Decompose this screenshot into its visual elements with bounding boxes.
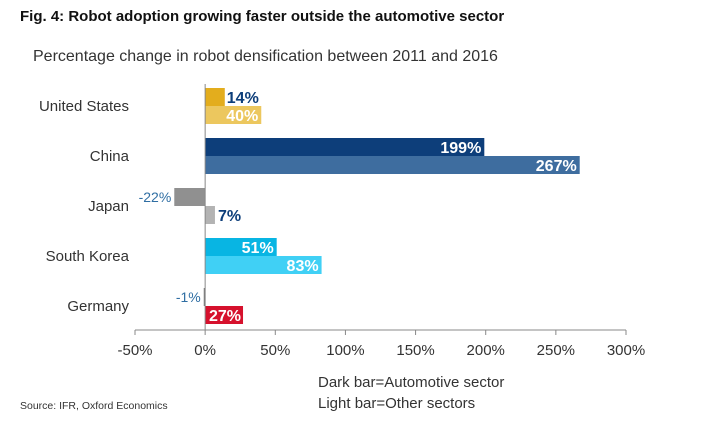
- x-tick-label: 50%: [260, 342, 290, 359]
- value-label: 7%: [218, 208, 241, 225]
- x-tick-label: 300%: [607, 342, 645, 359]
- value-label: 27%: [209, 308, 241, 325]
- legend: Dark bar=Automotive sector Light bar=Oth…: [318, 372, 504, 414]
- value-label: 14%: [227, 90, 259, 107]
- legend-light: Light bar=Other sectors: [318, 395, 476, 412]
- value-label: 267%: [536, 158, 577, 175]
- bar: [205, 306, 244, 324]
- value-label: 83%: [287, 258, 319, 275]
- value-label: -22%: [139, 189, 172, 205]
- bar: [205, 156, 580, 174]
- bar: [205, 138, 485, 156]
- x-tick-label: 250%: [537, 342, 575, 359]
- x-tick-label: 200%: [467, 342, 505, 359]
- value-label: 40%: [226, 108, 258, 125]
- bar: [205, 206, 215, 224]
- category-label: China: [90, 148, 130, 165]
- bar: [203, 288, 206, 306]
- bar: [205, 106, 262, 124]
- x-axis: -50% 0% 50% 100% 150% 200% 250% 300%: [117, 84, 645, 359]
- bars-group: [174, 88, 580, 324]
- bar: [205, 256, 322, 274]
- x-tick-label: 0%: [194, 342, 216, 359]
- bar: [174, 188, 206, 206]
- value-label: 51%: [242, 240, 274, 257]
- chart-subtitle: Percentage change in robot densification…: [33, 48, 498, 65]
- category-labels: United States China Japan South Korea German…: [39, 98, 130, 315]
- value-label: 199%: [440, 140, 481, 157]
- x-tick-label: 150%: [396, 342, 434, 359]
- category-label: United States: [39, 98, 129, 115]
- chart-title: Fig. 4: Robot adoption growing faster ou…: [20, 8, 505, 25]
- legend-dark: Dark bar=Automotive sector: [318, 374, 505, 391]
- category-label: South Korea: [46, 248, 130, 265]
- bar: [205, 238, 277, 256]
- x-tick-label: -50%: [117, 342, 152, 359]
- x-tick-label: 100%: [326, 342, 364, 359]
- bar: [205, 88, 225, 106]
- value-labels: 14%40% 199% 267% -22% 7%51% 83% -1% 27%: [139, 90, 577, 325]
- category-label: Japan: [88, 198, 129, 215]
- category-label: Germany: [67, 298, 129, 315]
- source-note: Source: IFR, Oxford Economics: [20, 400, 168, 412]
- value-label: -1%: [176, 289, 201, 305]
